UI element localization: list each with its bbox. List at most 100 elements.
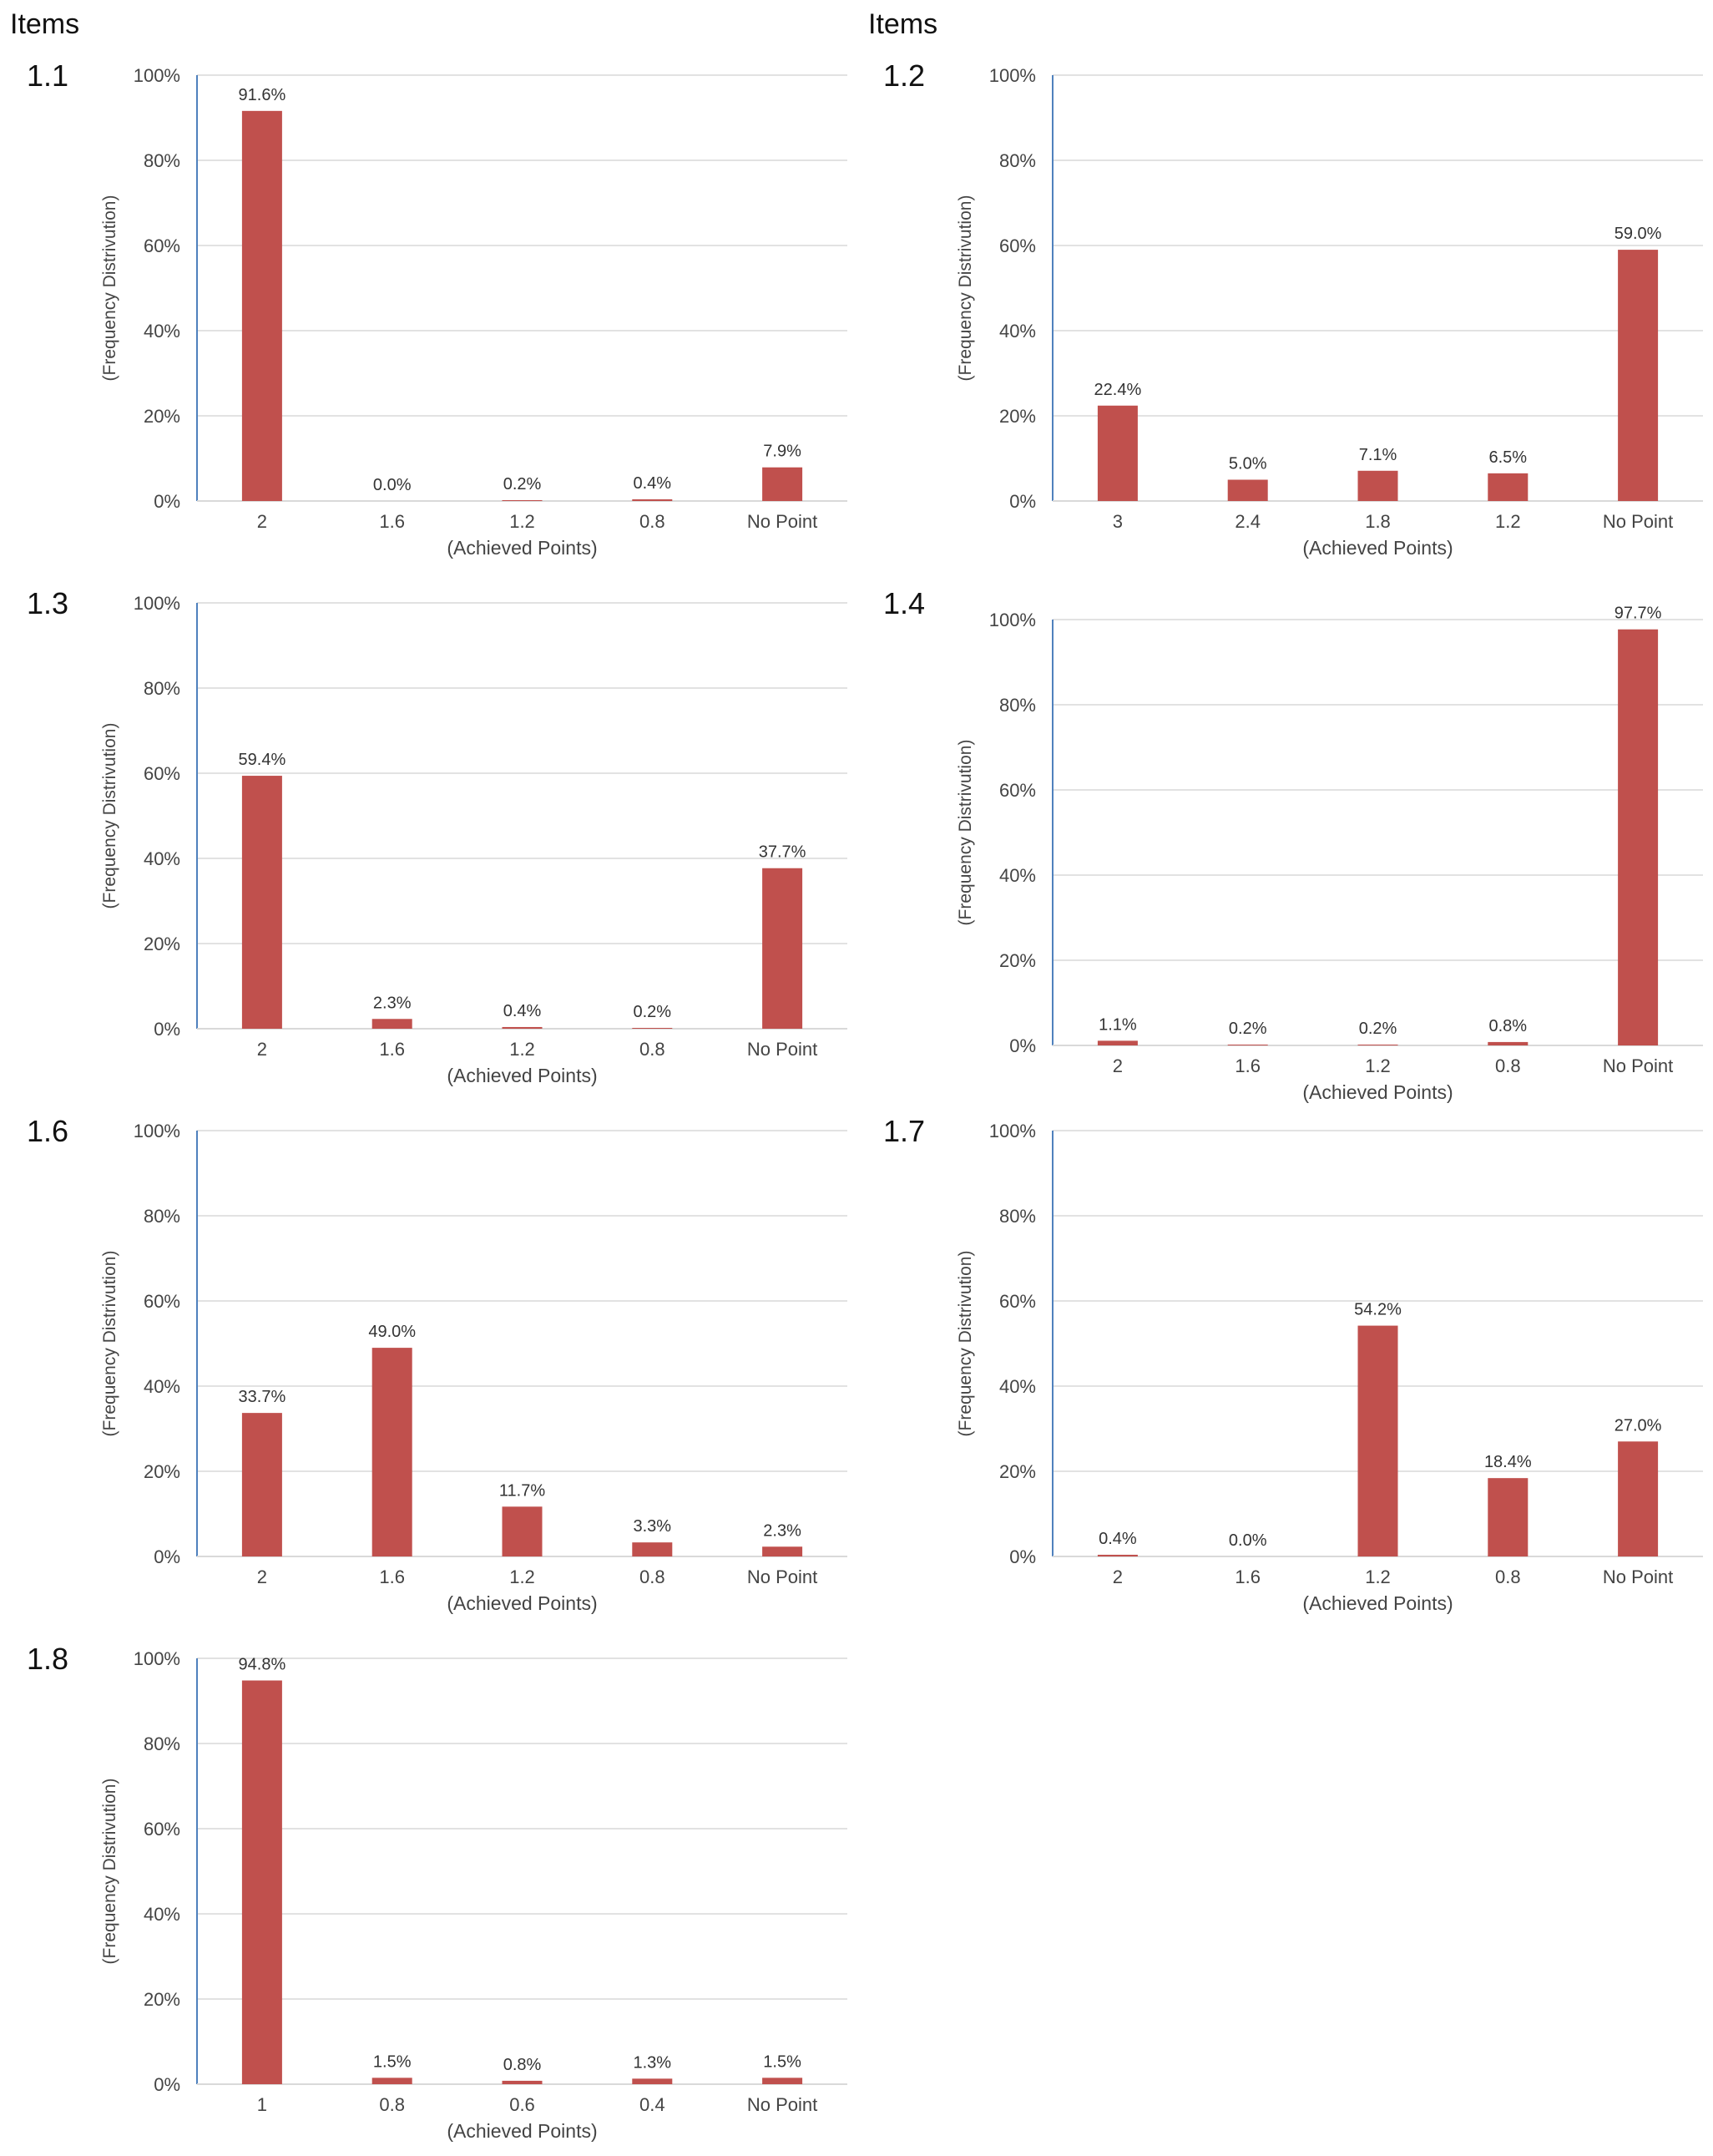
data-label: 2.3% [763, 1521, 801, 1540]
x-tick-label: 0.8 [639, 1039, 665, 1060]
y-tick-label: 20% [144, 1989, 180, 2010]
bar [241, 110, 282, 501]
chart-1-7: 0% 20% 40% 60% 80% 100% 0.4% 2 0.0% 1.6 54.2% 1.2 18… [956, 1121, 1703, 1614]
y-tick-label: 60% [144, 1291, 180, 1312]
x-tick-label: 1.2 [1495, 511, 1521, 532]
y-tick-label: 80% [144, 1206, 180, 1227]
y-tick-label: 40% [999, 1376, 1036, 1397]
x-tick-label: No Point [1603, 1055, 1673, 1076]
bar [241, 1680, 282, 2084]
x-axis-title: (Achieved Points) [447, 1065, 597, 1086]
x-axis-title: (Achieved Points) [1302, 1592, 1453, 1614]
x-tick-label: 0.8 [1495, 1055, 1521, 1076]
data-label: 11.7% [499, 1481, 545, 1500]
bar [1357, 470, 1398, 501]
bar [762, 467, 803, 501]
data-label: 0.4% [503, 1002, 542, 1020]
x-tick-label: 1.6 [379, 1566, 405, 1587]
x-axis-title: (Achieved Points) [1302, 537, 1453, 559]
bar [371, 1019, 412, 1029]
x-tick-label: 2 [257, 1039, 267, 1060]
bar [632, 2078, 673, 2084]
data-label: 59.4% [239, 751, 286, 769]
x-tick-label: No Point [747, 1039, 817, 1060]
bar [762, 1546, 803, 1556]
data-label: 97.7% [1614, 605, 1662, 623]
y-axis-title: (Frequency Distrivution) [100, 1251, 119, 1437]
data-label: 0.8% [503, 2056, 542, 2074]
data-label: 0.0% [373, 476, 412, 494]
y-tick-label: 0% [1009, 491, 1036, 512]
y-tick-label: 20% [999, 950, 1036, 971]
y-tick-label: 0% [154, 1546, 180, 1567]
panel-label-1-4: 1.4 [883, 586, 926, 620]
data-label: 0.2% [1359, 1020, 1397, 1038]
data-label: 3.3% [634, 1517, 672, 1536]
bar [1488, 1041, 1529, 1045]
data-label: 22.4% [1094, 381, 1142, 399]
x-axis-title: (Achieved Points) [447, 1592, 597, 1614]
bar [1227, 479, 1268, 501]
data-label: 7.9% [763, 443, 801, 461]
y-tick-label: 60% [144, 763, 180, 784]
items-heading-left: Items [10, 8, 80, 40]
data-label: 7.1% [1359, 446, 1397, 464]
x-tick-label: 1 [257, 2094, 267, 2115]
data-label: 91.6% [239, 86, 286, 104]
x-tick-label: 0.8 [1495, 1566, 1521, 1587]
x-tick-label: 1.2 [509, 1566, 535, 1587]
y-tick-label: 60% [999, 235, 1036, 256]
bar [1618, 250, 1659, 501]
bar [502, 2080, 543, 2084]
data-label: 59.0% [1614, 225, 1662, 243]
x-tick-label: 1.2 [1365, 1566, 1391, 1587]
y-tick-label: 100% [989, 1121, 1036, 1141]
y-tick-label: 60% [999, 1291, 1036, 1312]
data-label: 0.2% [503, 475, 542, 493]
bar [1488, 1478, 1529, 1556]
data-label: 1.5% [763, 2052, 801, 2071]
items-heading-right: Items [868, 8, 938, 40]
bar [241, 1413, 282, 1556]
x-tick-label: No Point [1603, 1566, 1673, 1587]
x-tick-label: 1.6 [379, 1039, 405, 1060]
data-label: 18.4% [1484, 1453, 1532, 1471]
x-tick-label: No Point [747, 511, 817, 532]
chart-1-1: 0% 20% 40% 60% 80% 100% 91.6% 2 0.0% 1.6 0.2% 1.2 0.… [100, 65, 847, 559]
y-tick-label: 20% [144, 934, 180, 954]
x-axis-title: (Achieved Points) [447, 537, 597, 559]
data-label: 0.4% [1099, 1530, 1137, 1548]
x-tick-label: No Point [747, 2094, 817, 2115]
x-tick-label: 1.6 [1235, 1566, 1261, 1587]
y-tick-label: 100% [989, 65, 1036, 86]
y-tick-label: 80% [144, 1733, 180, 1754]
panel-label-1-7: 1.7 [883, 1114, 926, 1148]
panel-label-1-3: 1.3 [27, 586, 69, 620]
data-label: 0.2% [634, 1003, 672, 1021]
bar [371, 1348, 412, 1556]
x-tick-label: 1.2 [509, 511, 535, 532]
x-tick-label: 2 [257, 1566, 267, 1587]
chart-1-6: 0% 20% 40% 60% 80% 100% 33.7% 2 49.0% 1.6 11.7% 1.2… [100, 1121, 847, 1614]
x-tick-label: 0.8 [379, 2094, 405, 2115]
y-tick-label: 0% [154, 491, 180, 512]
bar [1357, 1325, 1398, 1556]
y-tick-label: 40% [144, 1904, 180, 1925]
x-tick-label: 0.8 [639, 1566, 665, 1587]
data-label: 1.1% [1099, 1015, 1137, 1034]
y-tick-label: 100% [134, 1121, 180, 1141]
data-label: 0.8% [1489, 1017, 1528, 1035]
panel-label-1-6: 1.6 [27, 1114, 69, 1148]
data-label: 37.7% [759, 843, 806, 862]
y-tick-label: 0% [154, 1019, 180, 1040]
y-tick-label: 80% [999, 1206, 1036, 1227]
x-tick-label: 0.8 [639, 511, 665, 532]
data-label: 0.4% [634, 474, 672, 493]
y-tick-label: 20% [144, 406, 180, 427]
panel-label-1-1: 1.1 [27, 58, 69, 93]
chart-1-3: 0% 20% 40% 60% 80% 100% 59.4% 2 2.3% 1.6 0.4% 1.2 0.… [100, 593, 847, 1086]
y-tick-label: 100% [134, 593, 180, 614]
data-label: 5.0% [1229, 455, 1267, 473]
y-tick-label: 20% [999, 406, 1036, 427]
y-tick-label: 0% [154, 2074, 180, 2095]
